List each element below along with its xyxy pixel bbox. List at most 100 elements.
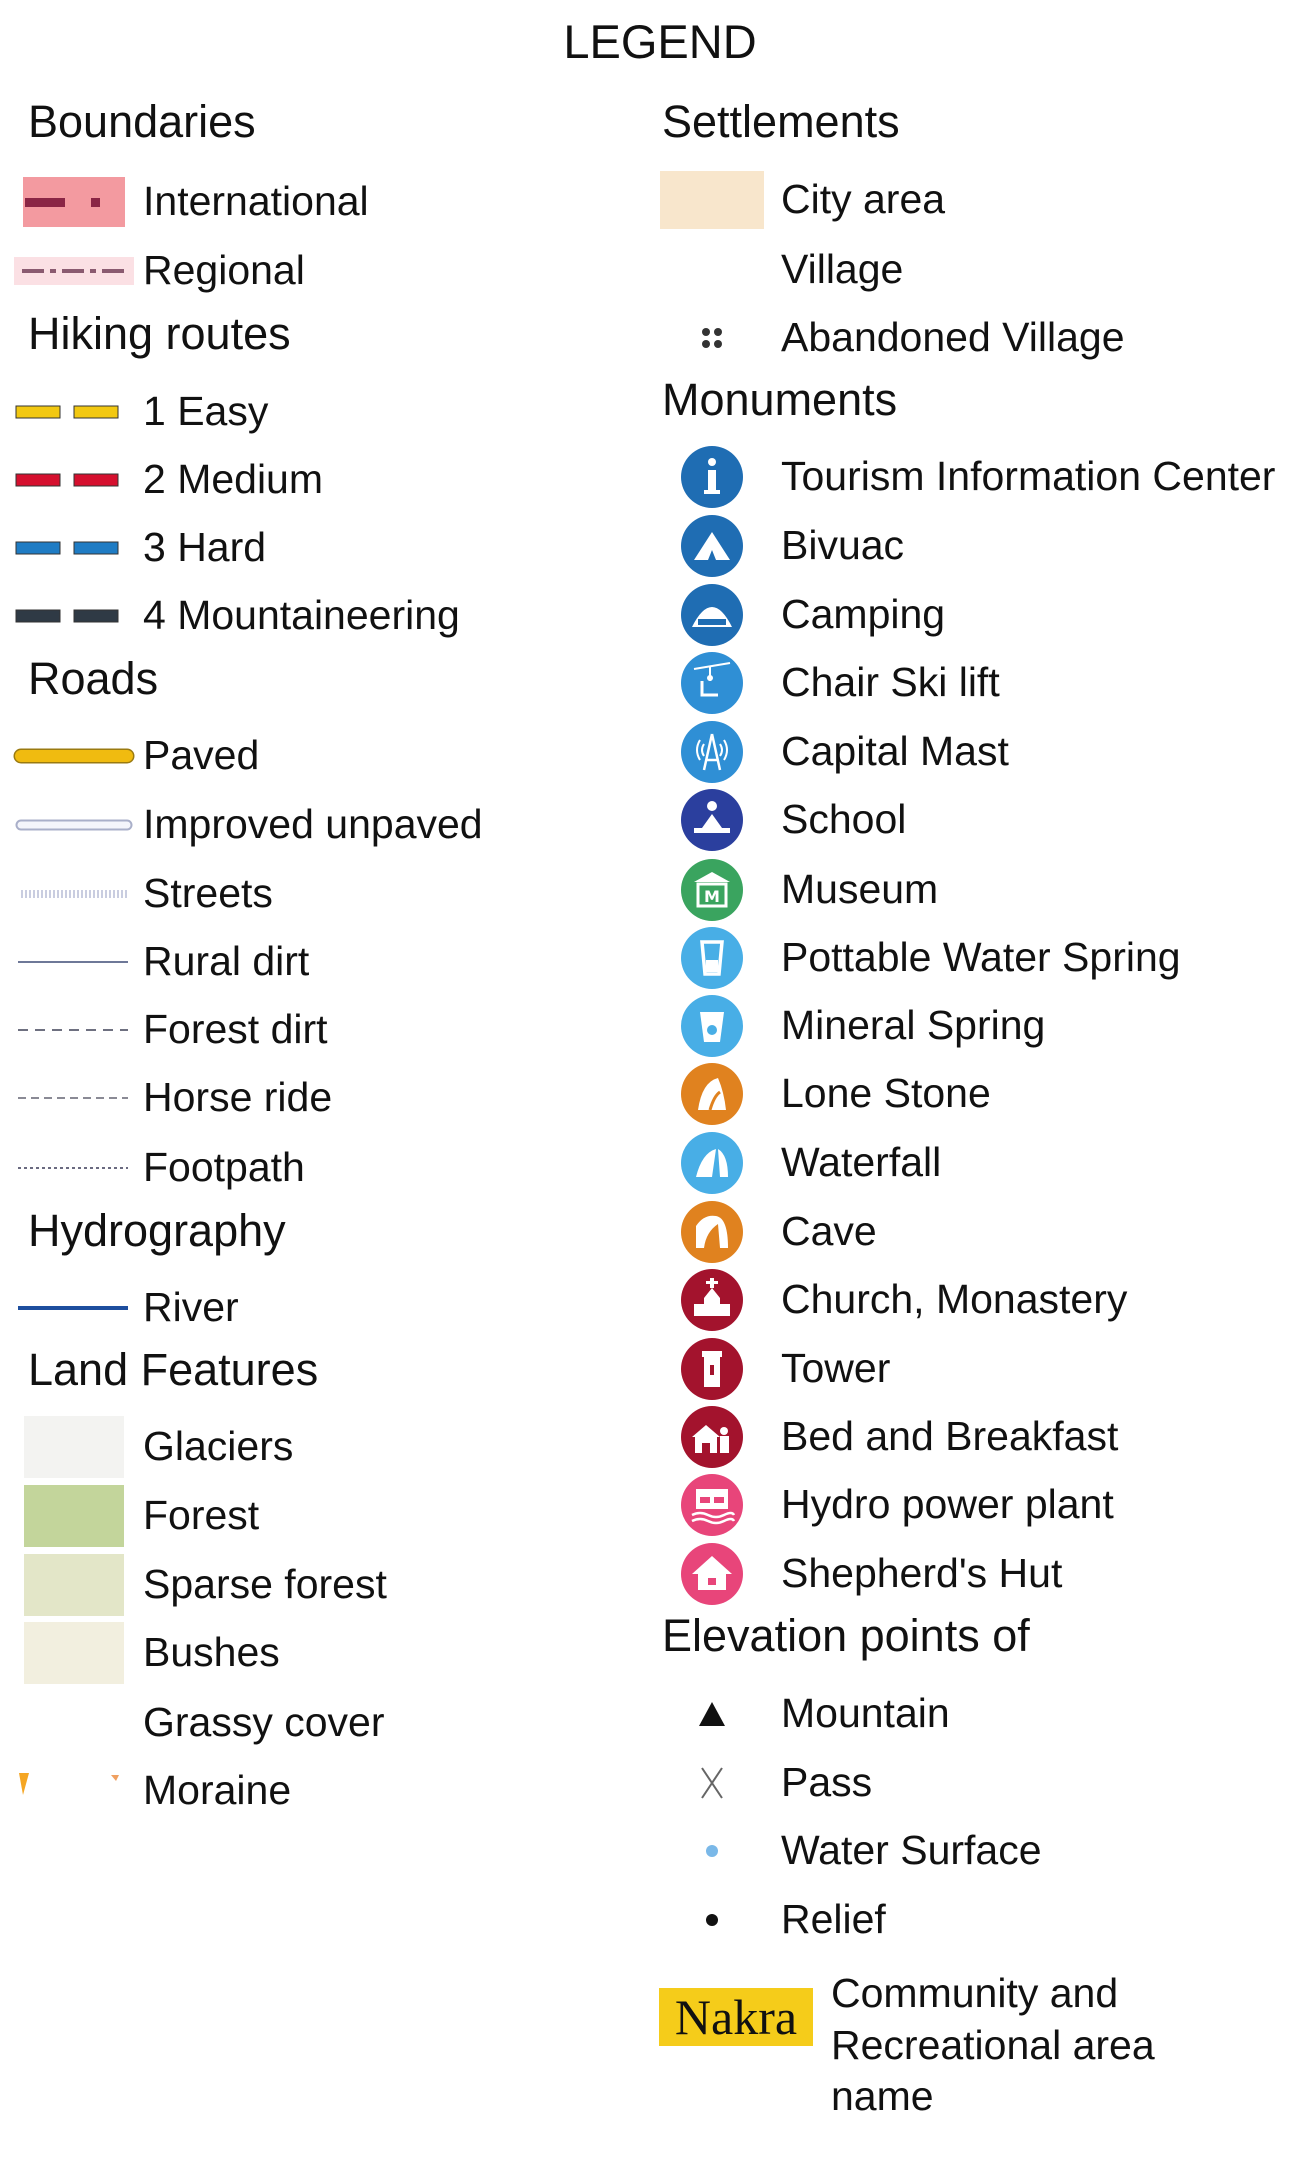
legend-item-label: Lone Stone <box>781 1070 991 1116</box>
legend-item-label: Shepherd's Hut <box>781 1550 1063 1596</box>
bivouac-icon <box>680 514 744 583</box>
bivouac-shape <box>694 532 730 560</box>
church-shape <box>720 1304 730 1316</box>
city-area-icon <box>660 171 764 234</box>
church-shape <box>694 1304 704 1316</box>
info-shape <box>704 490 720 494</box>
legend-item-label: Moraine <box>143 1767 292 1813</box>
legend-item-label: Pottable Water Spring <box>781 934 1181 980</box>
legend-item-label: Forest <box>143 1492 260 1538</box>
abandoned-village-shape <box>702 340 710 348</box>
legend-item-label: Footpath <box>143 1144 305 1190</box>
community-label: Community and Recreational area name <box>831 1970 1155 2119</box>
bed-breakfast-shape <box>692 1425 720 1437</box>
legend-item-label: Hydro power plant <box>781 1481 1114 1527</box>
legend-item-label: River <box>143 1284 239 1330</box>
international-border-icon <box>23 177 125 232</box>
swatch-forest-icon <box>24 1485 124 1552</box>
legend-item-label: Camping <box>781 591 946 637</box>
bed-breakfast-shape <box>720 1427 728 1435</box>
legend-item-label: Cave <box>781 1208 877 1254</box>
church-shape <box>704 1288 720 1298</box>
museum-icon: M <box>680 858 744 927</box>
tower-shape <box>702 1351 722 1357</box>
museum-shape <box>696 882 728 908</box>
mountain-triangle-shape <box>699 1702 725 1726</box>
road-horse-icon <box>14 1088 134 1113</box>
section-heading: Boundaries <box>28 96 256 147</box>
legend-item-label: Waterfall <box>781 1139 942 1185</box>
chairlift-icon <box>680 651 744 720</box>
legend-title: LEGEND <box>563 15 757 68</box>
church-icon <box>680 1268 744 1337</box>
church-shape <box>704 1298 720 1316</box>
road-rural-icon <box>14 952 134 977</box>
route-easy-icon <box>14 402 134 427</box>
swatch-grassy-icon <box>24 1692 124 1759</box>
legend-item-label: Relief <box>781 1896 886 1942</box>
route-mountaineering-shape <box>73 609 119 623</box>
shepherd-hut-shape <box>708 1578 716 1585</box>
legend-item-label: Church, Monastery <box>781 1276 1128 1322</box>
mountain-triangle-icon <box>697 1700 727 1733</box>
museum-shape: M <box>704 887 720 906</box>
route-hard-shape <box>15 541 61 555</box>
legend-item-label: Village <box>781 246 904 292</box>
river-icon <box>14 1298 134 1323</box>
swatch-glaciers-icon <box>24 1416 124 1483</box>
legend-item-label: 2 Medium <box>143 456 324 502</box>
legend-item-label: Paved <box>143 732 260 778</box>
legend-item-label: International <box>143 178 369 224</box>
international-border-shape <box>91 198 100 207</box>
legend-item-label: Tower <box>781 1345 891 1391</box>
school-icon <box>680 788 744 857</box>
road-improved-icon <box>13 815 135 840</box>
route-medium-shape <box>73 473 119 487</box>
camping-shape <box>698 619 726 625</box>
bed-breakfast-shape <box>720 1436 729 1453</box>
moraine-shape <box>111 1775 119 1781</box>
relief-dot-shape <box>706 1914 718 1926</box>
legend-item-label: Regional <box>143 247 305 293</box>
hydro-plant-shape <box>691 1511 736 1525</box>
swatch-forest-shape <box>24 1485 124 1547</box>
water-spring-shape <box>681 927 743 989</box>
legend-item-label: Pass <box>781 1759 873 1805</box>
route-hard-shape <box>73 541 119 555</box>
section-heading: Roads <box>28 653 159 704</box>
bed-breakfast-shape <box>702 1443 710 1453</box>
legend-item-label: Tourism Information Center <box>781 453 1276 499</box>
water-dot-icon <box>704 1843 720 1864</box>
bed-breakfast-icon <box>680 1405 744 1474</box>
legend-item-label: Forest dirt <box>143 1006 328 1052</box>
moraine-icon <box>19 1771 129 1816</box>
section-heading: Elevation points of <box>662 1610 1030 1661</box>
chairlift-shape <box>700 681 718 697</box>
international-border-shape <box>25 198 65 207</box>
legend-item-label: Rural dirt <box>143 938 310 984</box>
mast-shape <box>681 721 743 783</box>
legend-item-label: 3 Hard <box>143 524 267 570</box>
tower-shape <box>710 1365 714 1375</box>
route-medium-icon <box>14 470 134 495</box>
relief-dot-icon <box>704 1912 720 1933</box>
route-mountaineering-icon <box>14 606 134 631</box>
hydro-plant-shape <box>696 1489 728 1509</box>
abandoned-village-shape <box>702 328 710 336</box>
mast-icon <box>680 720 744 789</box>
section-heading: Monuments <box>662 374 898 425</box>
route-easy-shape <box>15 405 61 419</box>
road-forest-icon <box>14 1020 134 1045</box>
abandoned-village-shape <box>714 328 722 336</box>
pass-cross-icon <box>699 1766 725 1805</box>
abandoned-village-icon <box>700 326 724 355</box>
shepherd-hut-icon <box>680 1542 744 1611</box>
lone-stone-shape <box>708 1090 721 1111</box>
legend-item-label: Water Surface <box>781 1827 1042 1873</box>
legend-item-label: Mountain <box>781 1690 950 1736</box>
mast-shape <box>702 733 722 771</box>
bivouac-shape <box>708 550 716 560</box>
camping-icon <box>680 583 744 652</box>
chairlift-shape <box>693 662 731 670</box>
legend-item-label: Sparse forest <box>143 1561 387 1607</box>
